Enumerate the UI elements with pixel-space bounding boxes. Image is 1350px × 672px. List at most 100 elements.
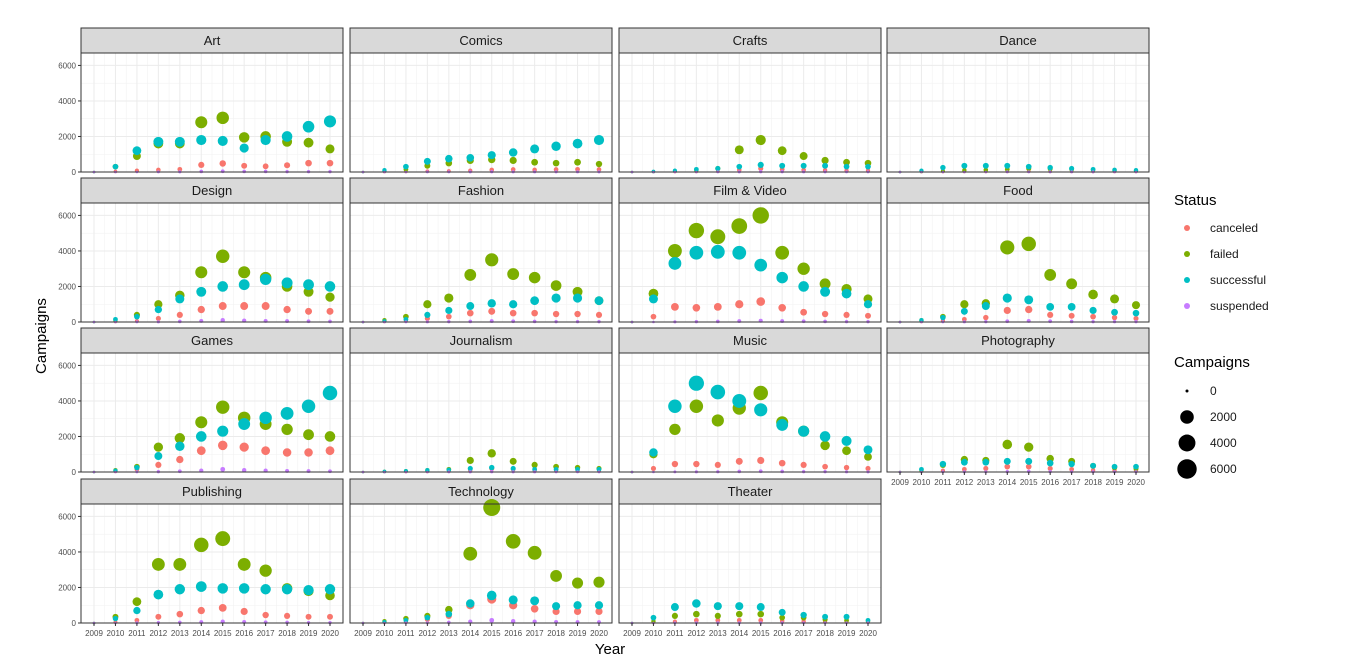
data-point-failed [1131,301,1141,310]
data-point-canceled [693,617,699,623]
data-point-failed [757,610,765,618]
data-point-canceled [650,313,657,320]
data-point-failed [1002,439,1013,450]
x-tick-label: 2015 [214,629,232,638]
x-tick-label: 2018 [278,629,296,638]
data-point-canceled [176,311,183,318]
data-point-successful [281,277,293,289]
panel-border [618,202,882,323]
x-tick-label: 2012 [418,629,436,638]
data-point-successful [594,296,604,306]
data-point-failed [238,266,251,279]
data-point-failed [423,300,432,309]
data-point-successful [195,581,207,592]
data-point-successful [530,144,540,154]
data-point-suspended [306,319,311,324]
data-point-successful [668,256,682,270]
data-point-successful [776,419,789,431]
x-tick-label: 2011 [934,478,952,487]
data-point-failed [734,145,744,155]
x-tick-label: 2010 [107,629,125,638]
data-point-successful [301,399,316,414]
data-point-successful [822,613,829,620]
data-point-suspended [1048,319,1053,324]
data-point-canceled [262,163,269,170]
data-point-canceled [1047,465,1053,472]
data-point-failed [731,218,748,234]
data-point-failed [238,132,250,143]
facet-panel: Theater 2009 2010 2011 2012 2013 2014 2015 2016 2… [618,478,882,638]
y-tick-label: 2000 [58,432,76,441]
data-point-failed [195,416,208,429]
data-point-successful [552,602,561,611]
data-point-canceled [1133,315,1139,322]
x-tick-label: 2012 [955,478,973,487]
x-tick-label: 2009 [623,629,641,638]
data-point-successful [1047,164,1053,171]
data-point-successful [1067,302,1076,311]
x-tick-label: 2017 [526,629,544,638]
data-point-failed [215,249,230,264]
data-point-canceled [693,460,700,468]
facet-strip-label: Theater [728,484,773,499]
data-point-successful [508,148,518,157]
data-point-failed [669,423,681,436]
data-point-canceled [531,309,538,317]
data-point-failed [153,442,164,452]
data-point-failed [572,577,584,589]
panel-border [349,202,613,323]
legend-size-label: 4000 [1210,436,1237,450]
data-point-successful [217,425,229,437]
data-point-failed [1088,289,1098,300]
data-point-failed [797,262,810,275]
data-point-canceled [198,161,205,168]
legend-label-failed: failed [1210,247,1239,261]
x-tick-label: 2010 [645,629,663,638]
data-point-canceled [240,302,249,310]
y-tick-label: 2000 [58,132,76,141]
data-point-successful [508,595,518,605]
legend-size-title: Campaigns [1174,354,1250,371]
data-point-successful [843,613,850,620]
x-tick-label: 2016 [235,629,253,638]
data-point-canceled [1047,311,1054,318]
x-tick-label: 2018 [547,629,565,638]
data-point-successful [1111,463,1118,470]
data-point-successful [1090,166,1096,172]
data-point-failed [779,614,786,621]
data-point-failed [507,268,520,280]
data-point-canceled [305,613,312,620]
data-point-successful [593,134,605,146]
data-point-successful [133,606,141,615]
y-tick-label: 4000 [58,247,76,256]
facet-strip [80,177,344,204]
facet-panel: Fashion [349,177,613,324]
data-point-failed [1066,278,1078,290]
data-point-suspended [737,469,742,474]
x-tick-label: 2012 [687,629,705,638]
data-point-successful [735,602,744,611]
data-point-canceled [692,303,701,312]
data-point-failed [531,461,538,468]
legend-key-canceled [1184,225,1190,231]
legend-size-key [1177,459,1197,479]
panel-border [80,52,344,173]
facet-strip [349,27,613,54]
data-point-failed [466,456,474,465]
facet-strip [618,177,882,204]
data-point-successful [736,163,743,170]
x-tick-label: 2016 [1041,478,1059,487]
data-point-canceled [1090,313,1096,320]
facet-strip [886,27,1150,54]
facet-panel: Publishing 0 2000 4000 6000 2009 2010 2011 2012 2… [58,478,344,638]
x-tick-label: 2015 [752,629,770,638]
data-point-successful [238,279,250,291]
data-point-successful [688,375,704,391]
y-tick-label: 2000 [58,282,76,291]
data-point-failed [259,564,272,577]
data-point-successful [217,583,228,594]
x-tick-label: 2019 [838,629,856,638]
y-tick-label: 6000 [58,211,76,220]
data-point-failed [216,111,229,125]
